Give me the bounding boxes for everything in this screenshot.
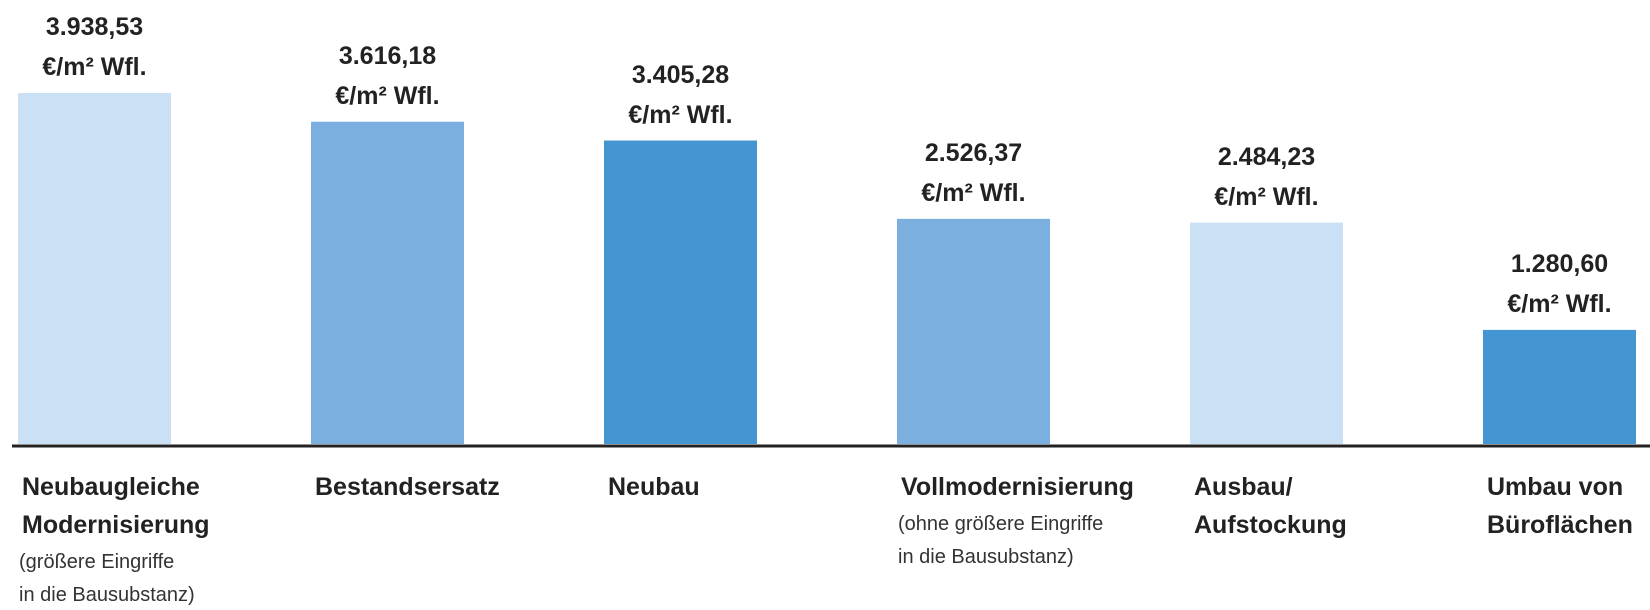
bar bbox=[18, 93, 171, 444]
value-unit: €/m² Wfl. bbox=[1507, 289, 1612, 318]
value-unit: €/m² Wfl. bbox=[335, 81, 440, 110]
category-label: Umbau von bbox=[1487, 473, 1624, 501]
bar bbox=[1190, 222, 1343, 444]
category-note: (ohne größere Eingriffe bbox=[898, 513, 1104, 535]
category-note: in die Bausubstanz) bbox=[19, 584, 195, 606]
category-label: Ausbau/ bbox=[1194, 473, 1293, 501]
category-label: Bestandsersatz bbox=[315, 473, 500, 501]
value-label: 2.526,37 bbox=[924, 138, 1023, 167]
value-label: 1.280,60 bbox=[1510, 249, 1609, 278]
bar bbox=[1483, 329, 1636, 444]
value-label: 2.484,23 bbox=[1217, 142, 1316, 171]
value-unit: €/m² Wfl. bbox=[42, 53, 147, 81]
category-label: Neubau bbox=[608, 473, 700, 501]
category-note: (größere Eingriffe bbox=[19, 551, 175, 573]
category-label: Aufstockung bbox=[1194, 511, 1347, 539]
value-label: 3.616,18 bbox=[338, 41, 437, 70]
bar bbox=[604, 140, 757, 444]
bar bbox=[311, 121, 464, 444]
category-note: in die Bausubstanz) bbox=[898, 546, 1074, 568]
value-label: 3.405,28 bbox=[631, 60, 730, 89]
bar bbox=[897, 218, 1050, 444]
value-unit: €/m² Wfl. bbox=[1214, 182, 1319, 211]
value-label: 3.938,53 bbox=[45, 13, 144, 41]
category-label: Büroflächen bbox=[1487, 511, 1633, 539]
value-unit: €/m² Wfl. bbox=[921, 178, 1026, 207]
value-unit: €/m² Wfl. bbox=[628, 100, 733, 129]
category-label: Neubaugleiche bbox=[22, 473, 200, 501]
category-label: Vollmodernisierung bbox=[901, 473, 1134, 501]
category-label: Modernisierung bbox=[22, 511, 210, 539]
